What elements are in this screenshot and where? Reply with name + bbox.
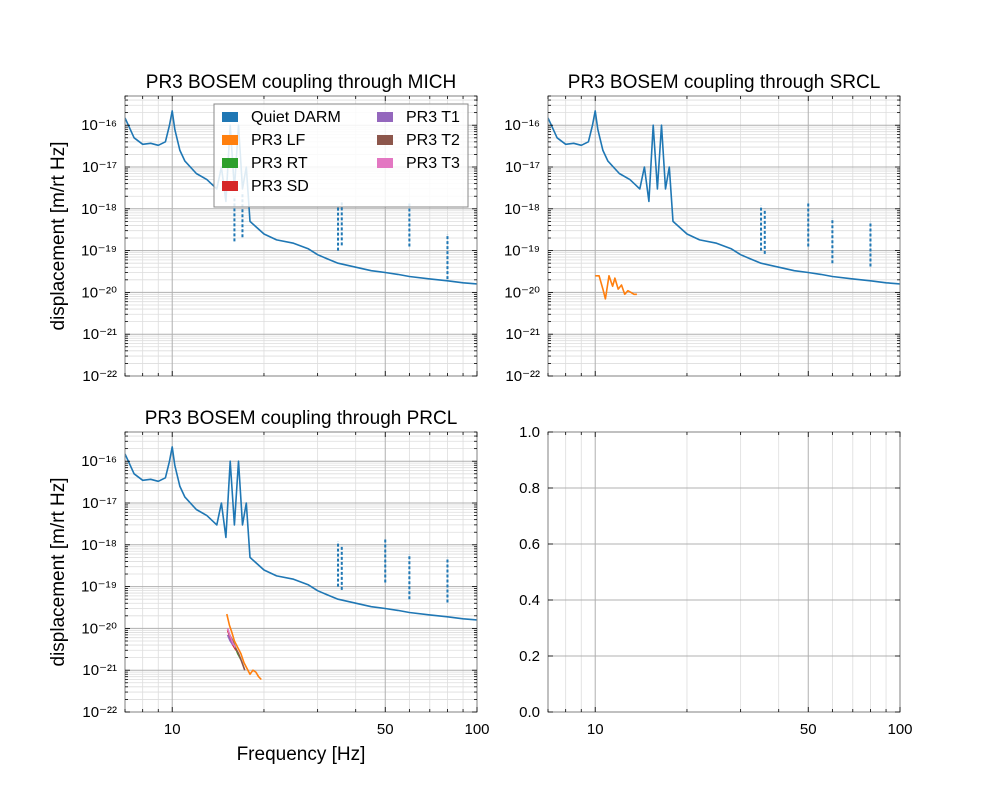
legend-item: PR3 T2 <box>377 132 460 149</box>
legend: Quiet DARM PR3 LF PR3 RT PR3 SD PR3 T1 PR3 T2… <box>213 103 469 208</box>
y-tick-label: 10⁻²² <box>82 368 117 385</box>
y-tick-label: 10⁻¹⁹ <box>81 579 117 596</box>
pr3-lf-line <box>595 274 637 300</box>
x-tick-label: 50 <box>800 721 817 738</box>
y-tick-label: 0.0 <box>519 704 540 721</box>
legend-swatch <box>222 112 238 122</box>
x-tick-label: 10 <box>587 721 604 738</box>
pr3-t1-line <box>226 634 234 646</box>
ticks <box>124 95 478 377</box>
y-tick-label: 10⁻¹⁶ <box>504 117 540 134</box>
legend-label: PR3 LF <box>251 132 305 149</box>
series-group <box>548 110 900 300</box>
ticks <box>547 95 901 377</box>
chart-panel-2: 10⁻²² 10⁻²¹ 10⁻²⁰ 10⁻¹⁹ 10⁻¹⁸ 10⁻¹⁷ 10⁻¹⁶ PR3 B… <box>504 72 901 385</box>
y-tick-label: 10⁻¹⁶ <box>81 117 117 134</box>
legend-label: PR3 T1 <box>406 109 460 126</box>
legend-item: Quiet DARM <box>222 109 341 126</box>
x-tick-label: 100 <box>464 721 489 738</box>
grid-minor <box>547 432 887 712</box>
x-tick-label: 10 <box>164 721 181 738</box>
y-tick-label: 10⁻²⁰ <box>81 620 117 637</box>
y-tick-label: 10⁻¹⁸ <box>81 537 117 554</box>
y-tick-label: 0.6 <box>519 536 540 553</box>
panel-title: PR3 BOSEM coupling through PRCL <box>145 408 458 429</box>
legend-label: PR3 T3 <box>406 155 460 172</box>
y-tick-label: 10⁻¹⁶ <box>81 453 117 470</box>
y-tick-label: 10⁻²¹ <box>505 326 540 343</box>
y-tick-label: 10⁻¹⁸ <box>81 201 117 218</box>
y-tick-label: 10⁻¹⁹ <box>81 243 117 260</box>
panel-title: PR3 BOSEM coupling through MICH <box>146 72 456 93</box>
quiet-darm-line <box>548 110 900 285</box>
x-tick-label: 100 <box>887 721 912 738</box>
y-tick-label: 10⁻¹⁷ <box>82 159 117 176</box>
legend-swatch <box>377 112 393 122</box>
ticks <box>124 431 478 713</box>
legend-item: PR3 RT <box>222 155 308 172</box>
chart-panel-4: 10 50 100 0.0 0.2 0.4 0.6 0.8 1.0 <box>519 424 912 738</box>
y-tick-label: 10⁻²¹ <box>82 662 117 679</box>
ticks <box>547 431 901 713</box>
chart-panel-3: 10 50 100 10⁻²² 10⁻²¹ 10⁻²⁰ 10⁻¹⁹ 10⁻¹⁸ 10⁻¹⁷ 10⁻… <box>48 408 490 738</box>
y-tick-label: 0.2 <box>519 648 540 665</box>
panel-title: PR3 BOSEM coupling through SRCL <box>568 72 881 93</box>
legend-item: PR3 T3 <box>377 155 460 172</box>
axes-frame <box>547 95 901 377</box>
pr3-lf-line <box>226 613 262 681</box>
legend-swatch <box>222 158 238 168</box>
y-tick-label: 10⁻²² <box>505 368 540 385</box>
legend-box <box>213 103 469 208</box>
pr3-t3-line <box>226 628 237 648</box>
quiet-darm-line <box>125 446 477 621</box>
y-tick-label: 10⁻¹⁷ <box>505 159 540 176</box>
y-tick-label: 10⁻²⁰ <box>81 284 117 301</box>
legend-label: PR3 T2 <box>406 132 460 149</box>
legend-item: PR3 SD <box>222 178 309 195</box>
y-tick-label: 10⁻¹⁷ <box>82 495 117 512</box>
y-axis-label: displacement [m/rt Hz] <box>48 142 69 331</box>
y-tick-label: 0.8 <box>519 480 540 497</box>
legend-swatch <box>377 135 393 145</box>
legend-label: Quiet DARM <box>251 109 341 126</box>
series-group <box>125 446 477 681</box>
legend-swatch <box>222 135 238 145</box>
y-axis-label: displacement [m/rt Hz] <box>48 478 69 667</box>
y-tick-label: 10⁻¹⁹ <box>504 243 540 260</box>
y-tick-label: 1.0 <box>519 424 540 441</box>
legend-swatch <box>377 158 393 168</box>
y-tick-label: 10⁻¹⁸ <box>504 201 540 218</box>
x-tick-label: 50 <box>377 721 394 738</box>
legend-label: PR3 SD <box>251 178 309 195</box>
legend-item: PR3 LF <box>222 132 305 149</box>
y-tick-label: 10⁻²² <box>82 704 117 721</box>
x-axis-label: Frequency [Hz] <box>237 744 366 765</box>
axes-frame <box>547 431 901 713</box>
panels: 10⁻²² 10⁻²¹ 10⁻²⁰ 10⁻¹⁹ 10⁻¹⁸ 10⁻¹⁷ 10⁻¹⁶ PR3 B… <box>48 72 913 738</box>
legend-item: PR3 T1 <box>377 109 460 126</box>
y-tick-label: 0.4 <box>519 592 540 609</box>
axes-frame <box>124 431 478 713</box>
grid-major <box>548 431 901 713</box>
y-tick-label: 10⁻²⁰ <box>504 284 540 301</box>
axes-frame <box>124 95 478 377</box>
legend-swatch <box>222 181 238 191</box>
shared-text: Frequency [Hz] <box>237 744 366 765</box>
y-tick-label: 10⁻²¹ <box>82 326 117 343</box>
legend-label: PR3 RT <box>251 155 308 172</box>
